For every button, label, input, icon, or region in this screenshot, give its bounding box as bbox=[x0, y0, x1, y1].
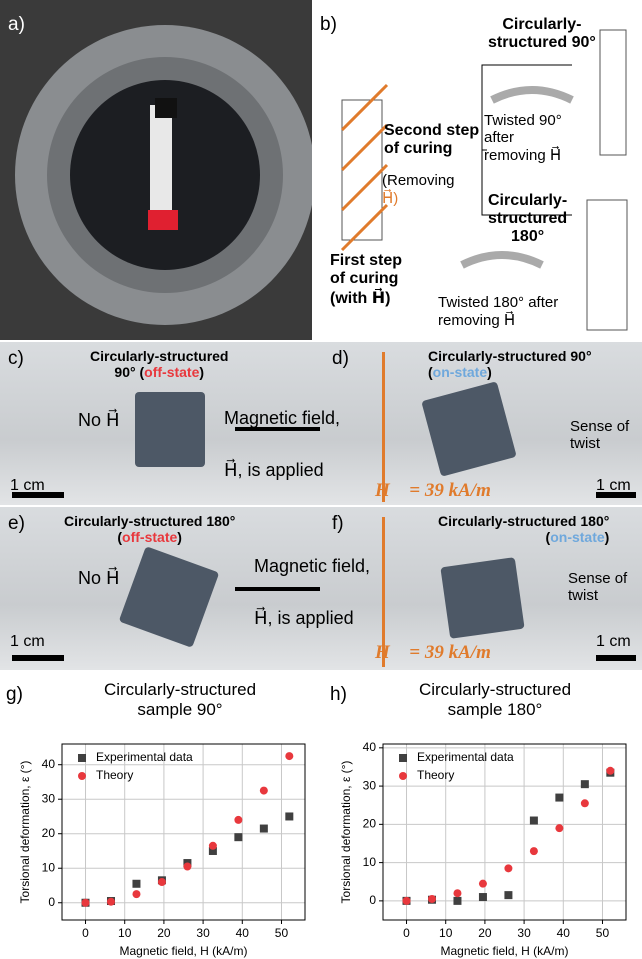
y-tick-label: 30 bbox=[363, 778, 377, 792]
point bbox=[428, 895, 436, 903]
x-tick-label: 20 bbox=[157, 926, 171, 940]
panel-label: a) bbox=[8, 14, 25, 36]
legend-marker bbox=[78, 754, 86, 762]
y-axis-label: Torsional deformation, ε (°) bbox=[18, 761, 32, 904]
point bbox=[107, 898, 115, 906]
x-tick-label: 10 bbox=[439, 926, 453, 940]
x-tick-label: 0 bbox=[82, 926, 89, 940]
label: No H⃗ bbox=[78, 568, 120, 589]
chart-title: Circularly-structured sample 180° bbox=[395, 680, 595, 720]
x-axis-label: Magnetic field, H (kA/m) bbox=[119, 944, 247, 958]
x-tick-label: 20 bbox=[478, 926, 492, 940]
y-tick-label: 30 bbox=[42, 791, 56, 805]
y-tick-label: 40 bbox=[42, 757, 56, 771]
legend-marker bbox=[399, 772, 407, 780]
y-axis-label: Torsional deformation, ε (°) bbox=[339, 761, 353, 904]
panel-label: h) bbox=[330, 684, 347, 706]
point bbox=[132, 890, 140, 898]
y-tick-label: 20 bbox=[42, 826, 56, 840]
point bbox=[479, 880, 487, 888]
point bbox=[555, 794, 563, 802]
point bbox=[285, 752, 293, 760]
point bbox=[479, 893, 487, 901]
x-axis-label: Magnetic field, H (kA/m) bbox=[440, 944, 568, 958]
scale-label: 1 cm bbox=[10, 477, 45, 495]
point bbox=[209, 842, 217, 850]
point bbox=[285, 812, 293, 820]
x-tick-label: 10 bbox=[118, 926, 132, 940]
x-tick-label: 50 bbox=[596, 926, 610, 940]
point bbox=[132, 880, 140, 888]
panel-label: d) bbox=[332, 348, 349, 370]
label: Circularly-structured 180°(off-state) bbox=[64, 513, 235, 545]
chart: 0 10 20 30 40 0 10 20 30 40 50 Magnetic field, H (k… bbox=[321, 738, 642, 959]
point bbox=[504, 891, 512, 899]
legend-marker bbox=[399, 754, 407, 762]
point bbox=[530, 847, 538, 855]
point bbox=[183, 863, 191, 871]
label: Magnetic field,H⃗, is applied bbox=[224, 392, 340, 496]
scale-label: 1 cm bbox=[10, 633, 45, 651]
point bbox=[260, 787, 268, 795]
label: No H⃗ bbox=[78, 410, 120, 431]
point bbox=[453, 897, 461, 905]
label: Circularly-structured 90°(on-state) bbox=[428, 348, 592, 380]
y-tick-label: 10 bbox=[42, 860, 56, 874]
point bbox=[530, 817, 538, 825]
point bbox=[82, 899, 90, 907]
panel-label: c) bbox=[8, 348, 24, 370]
x-tick-label: 0 bbox=[403, 926, 410, 940]
x-tick-label: 40 bbox=[557, 926, 571, 940]
panel-label: e) bbox=[8, 513, 25, 535]
point bbox=[581, 780, 589, 788]
legend-label: Experimental data bbox=[96, 750, 193, 764]
label: Circularly-structured 90° bbox=[488, 16, 596, 52]
point bbox=[158, 878, 166, 886]
y-tick-label: 20 bbox=[363, 817, 377, 831]
field-label: H⃗ = 39 kA/m bbox=[375, 642, 491, 664]
legend-label: Theory bbox=[96, 768, 133, 782]
y-tick-label: 0 bbox=[369, 893, 376, 907]
x-tick-label: 30 bbox=[196, 926, 210, 940]
y-tick-label: 10 bbox=[363, 855, 377, 869]
point bbox=[606, 767, 614, 775]
x-tick-label: 50 bbox=[275, 926, 289, 940]
point bbox=[555, 824, 563, 832]
label: Circularly-structured 180°(on-state) bbox=[438, 513, 609, 545]
figure: a) b) Circularly-structured 90° Second s… bbox=[0, 0, 642, 959]
panel-label: g) bbox=[6, 684, 23, 706]
chart: 0 10 20 30 40 0 10 20 30 40 50 Magnetic field, H (k… bbox=[0, 738, 321, 959]
legend-label: Theory bbox=[417, 768, 454, 782]
scale-label: 1 cm bbox=[596, 477, 631, 495]
legend-label: Experimental data bbox=[417, 750, 514, 764]
point bbox=[234, 833, 242, 841]
point bbox=[234, 816, 242, 824]
point bbox=[403, 897, 411, 905]
y-tick-label: 40 bbox=[363, 740, 377, 754]
point bbox=[453, 889, 461, 897]
scale-label: 1 cm bbox=[596, 633, 631, 651]
point bbox=[581, 799, 589, 807]
point bbox=[260, 825, 268, 833]
field-label: H⃗ = 39 kA/m bbox=[375, 480, 491, 502]
x-tick-label: 40 bbox=[236, 926, 250, 940]
y-tick-label: 0 bbox=[48, 895, 55, 909]
x-tick-label: 30 bbox=[517, 926, 531, 940]
label: Magnetic field,H⃗, is applied bbox=[254, 540, 370, 644]
chart-title: Circularly-structured sample 90° bbox=[80, 680, 280, 720]
photo-a bbox=[0, 0, 312, 340]
point bbox=[504, 864, 512, 872]
legend-marker bbox=[78, 772, 86, 780]
panel-label: f) bbox=[332, 513, 344, 535]
